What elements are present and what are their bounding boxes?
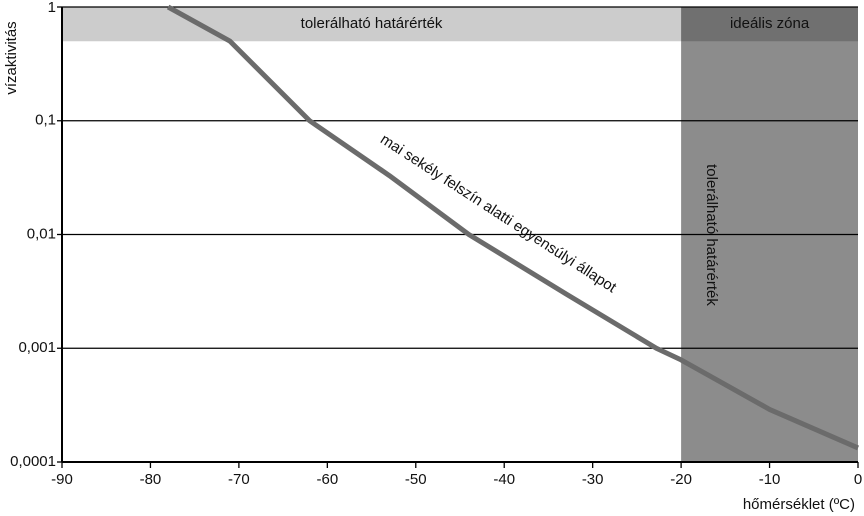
x-tick-label: 0 — [854, 471, 862, 488]
x-tick-label: -50 — [405, 471, 427, 488]
x-tick-label: -90 — [51, 471, 73, 488]
y-tick-label: 0,001 — [18, 339, 56, 356]
x-tick-label: -20 — [670, 471, 692, 488]
series-label: mai sekély felszín alatti egyensúlyi áll… — [377, 131, 620, 297]
x-tick-label: -30 — [582, 471, 604, 488]
y-tick-label: 0,0001 — [10, 453, 56, 470]
region-label: tolerálható határérték — [301, 15, 443, 32]
y-tick-label: 0,1 — [35, 112, 56, 129]
x-axis-label: hőmérséklet (ºC) — [743, 496, 855, 513]
x-tick-label: -40 — [493, 471, 515, 488]
region-label: tolerálható határérték — [703, 164, 720, 306]
curve — [166, 4, 859, 451]
x-tick-label: -70 — [228, 471, 250, 488]
corner-label: ideális zóna — [730, 15, 810, 32]
x-tick-label: -80 — [140, 471, 162, 488]
y-axis-label: vízaktivitás — [3, 21, 20, 94]
x-tick-label: -60 — [316, 471, 338, 488]
x-tick-label: -10 — [759, 471, 781, 488]
y-tick-label: 0,01 — [27, 225, 56, 242]
y-tick-label: 1 — [48, 0, 56, 16]
